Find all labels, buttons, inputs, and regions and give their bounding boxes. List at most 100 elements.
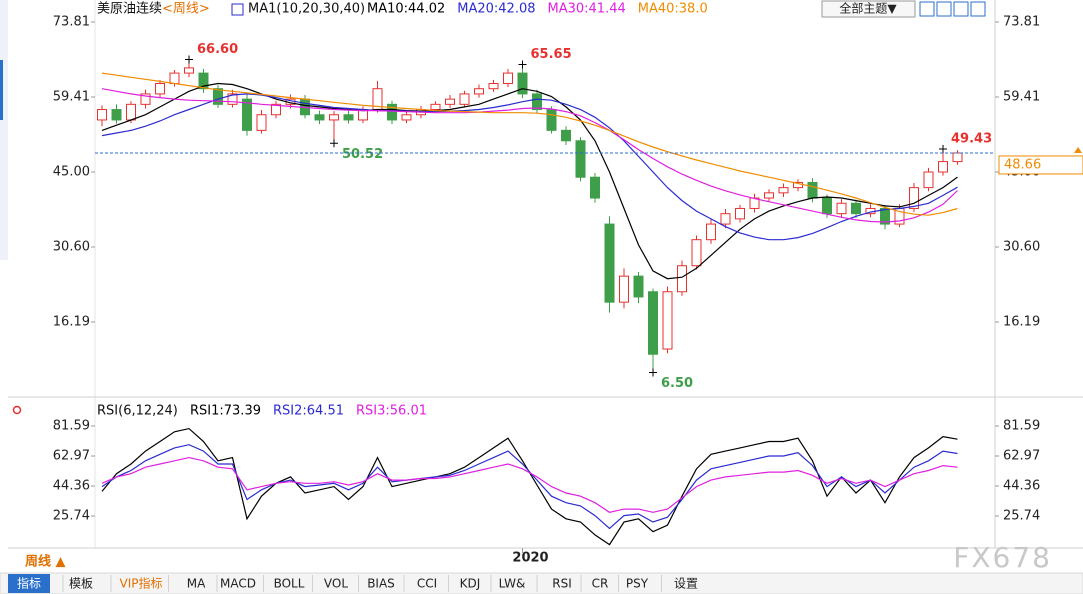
ma-line bbox=[101, 88, 958, 223]
candle-body bbox=[633, 275, 644, 298]
candle-body bbox=[836, 202, 847, 215]
tab[interactable]: MACD bbox=[220, 577, 256, 591]
candle-body bbox=[387, 103, 397, 121]
extreme-marker bbox=[939, 144, 947, 153]
candle-body bbox=[764, 192, 774, 199]
extreme-marker bbox=[649, 368, 657, 377]
y-tick-label-right: 16.19 bbox=[1003, 315, 1040, 330]
y-tick-label: 45.00 bbox=[53, 165, 90, 180]
candle-body bbox=[575, 140, 586, 178]
tab[interactable]: CR bbox=[592, 577, 609, 591]
tab-active-bg[interactable] bbox=[8, 574, 50, 593]
y-tick-label: 81.59 bbox=[53, 419, 90, 434]
candle-body bbox=[242, 98, 252, 131]
legend-entry: MA10:44.02 bbox=[367, 2, 445, 17]
candle-body bbox=[938, 161, 948, 173]
y-tick-label: 30.60 bbox=[53, 239, 90, 254]
candle-body bbox=[807, 181, 818, 199]
candle-body bbox=[227, 93, 238, 105]
extreme-label: 49.43 bbox=[951, 131, 992, 146]
icon[interactable] bbox=[970, 1, 986, 17]
y-tick-label: 16.19 bbox=[53, 315, 90, 330]
ma-line bbox=[101, 72, 958, 216]
candle-body bbox=[329, 114, 339, 121]
candle-body bbox=[198, 72, 209, 90]
tab[interactable]: PSY bbox=[626, 577, 649, 591]
y-tick-label: 62.97 bbox=[53, 449, 90, 464]
extreme-label: 66.60 bbox=[197, 42, 238, 57]
indicator-label: MA1(10,20,30,40) bbox=[248, 2, 365, 17]
candle-body bbox=[213, 88, 223, 105]
candle-body bbox=[474, 88, 484, 95]
candle-body bbox=[184, 67, 194, 74]
candle-body bbox=[851, 202, 861, 215]
tab[interactable]: BOLL bbox=[274, 577, 305, 591]
y-tick-label-right: 62.97 bbox=[1003, 449, 1040, 464]
y-tick-label: 25.74 bbox=[53, 508, 90, 523]
candle-body bbox=[271, 103, 281, 116]
legend-entry: RSI2:64.51 bbox=[273, 404, 344, 419]
candle-body bbox=[706, 223, 716, 241]
ma-line bbox=[101, 93, 958, 241]
candle-body bbox=[909, 187, 919, 209]
candle-body bbox=[517, 72, 528, 95]
y-tick-label-right: 73.81 bbox=[1003, 15, 1040, 30]
tab[interactable]: LW& bbox=[499, 577, 526, 591]
candle-body bbox=[561, 129, 571, 142]
candle-body bbox=[401, 114, 412, 121]
toolbar-icons[interactable] bbox=[919, 1, 986, 17]
legend-entry: RSI1:73.39 bbox=[190, 404, 261, 419]
tab[interactable]: BIAS bbox=[367, 577, 395, 591]
period-switch-bg[interactable] bbox=[8, 550, 88, 572]
candle-body bbox=[169, 72, 180, 85]
candle-body bbox=[952, 152, 963, 163]
candle-body bbox=[445, 98, 455, 105]
tab[interactable]: 指标 bbox=[17, 576, 41, 591]
settings-icon[interactable] bbox=[12, 405, 22, 415]
side-strip bbox=[0, 0, 8, 260]
tab[interactable]: 设置 bbox=[674, 577, 698, 591]
candle-body bbox=[126, 103, 136, 121]
candle-body bbox=[590, 176, 600, 199]
icon[interactable] bbox=[953, 1, 969, 17]
indicator-icon[interactable] bbox=[231, 3, 244, 16]
candle-body bbox=[97, 109, 107, 121]
tab[interactable]: VIP指标 bbox=[120, 576, 163, 591]
period-switch[interactable]: 周线 ▲ bbox=[25, 554, 66, 570]
theme-button[interactable] bbox=[821, 0, 916, 18]
candle-body bbox=[430, 103, 441, 111]
icon[interactable] bbox=[919, 1, 935, 17]
candle-body bbox=[532, 93, 542, 111]
extreme-label: 50.52 bbox=[342, 147, 383, 162]
candle-body bbox=[604, 223, 615, 303]
tab[interactable]: VOL bbox=[324, 577, 348, 591]
tab[interactable]: RSI bbox=[552, 577, 572, 591]
legend-entry: MA30:41.44 bbox=[548, 2, 626, 17]
tab[interactable]: KDJ bbox=[460, 577, 481, 591]
y-tick-label-right: 44.36 bbox=[1003, 478, 1040, 493]
candle-body bbox=[111, 109, 122, 121]
tab[interactable]: 模板 bbox=[69, 577, 93, 591]
rsi-line bbox=[101, 444, 958, 530]
candle-body bbox=[155, 83, 165, 95]
candle-body bbox=[314, 114, 325, 121]
icon[interactable] bbox=[936, 1, 952, 17]
tab-bar bbox=[0, 572, 1083, 594]
candle-body bbox=[923, 171, 934, 189]
legend-entry: MA40:38.0 bbox=[638, 2, 708, 17]
candle-body bbox=[546, 109, 557, 131]
legend-entry: RSI3:56.01 bbox=[356, 404, 427, 419]
candle-body bbox=[691, 239, 702, 267]
tab[interactable]: CCI bbox=[417, 577, 437, 591]
theme-button-label[interactable]: 全部主题▼ bbox=[839, 1, 897, 16]
ma-line bbox=[101, 82, 958, 280]
y-tick-label-right: 59.41 bbox=[1003, 89, 1040, 104]
y-tick-label: 44.36 bbox=[53, 478, 90, 493]
tab[interactable]: MA bbox=[187, 577, 206, 591]
extreme-marker bbox=[330, 139, 338, 148]
y-tick-label-right: 81.59 bbox=[1003, 419, 1040, 434]
extreme-label: 6.50 bbox=[661, 376, 693, 391]
candle-body bbox=[880, 207, 890, 225]
x-tick-label: 2020 bbox=[512, 551, 548, 566]
